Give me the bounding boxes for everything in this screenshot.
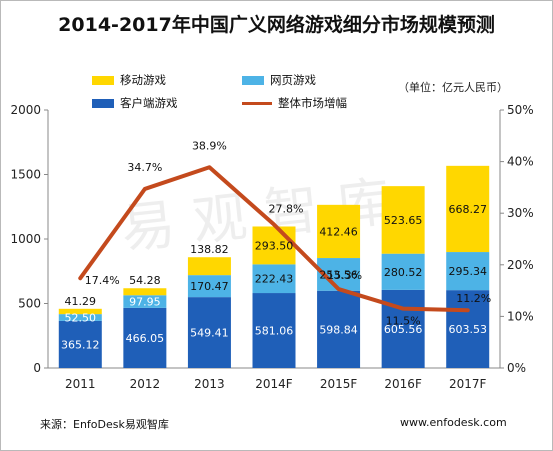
legend-swatch-mobile [92, 75, 114, 85]
website: www.enfodesk.com [400, 416, 507, 429]
bar-label-client: 598.84 [319, 323, 358, 336]
legend-label-web: 网页游戏 [270, 73, 316, 87]
bar-label-web: 295.34 [448, 265, 487, 278]
bar-client [446, 290, 490, 368]
bar-client [123, 307, 167, 368]
bar-web [187, 275, 231, 298]
growth-label: 27.8% [269, 203, 304, 216]
bar-mobile [446, 165, 490, 253]
bar-label-mobile: 523.65 [384, 214, 423, 227]
bar-client [252, 293, 296, 368]
bar-label-client: 549.41 [190, 327, 229, 340]
y-tick-label-left: 1500 [10, 168, 41, 182]
growth-label: 11.5% [386, 315, 421, 328]
y-tick-label-left: 2000 [10, 103, 41, 117]
growth-label: 11.2% [456, 292, 491, 305]
x-tick-label: 2011 [65, 377, 96, 391]
growth-point [143, 187, 147, 191]
x-tick-label: 2012 [130, 377, 161, 391]
bar-label-web: 52.50 [65, 312, 97, 325]
bar-label-mobile: 54.28 [129, 274, 161, 287]
bar-web [446, 252, 490, 291]
bar-web [252, 264, 296, 294]
growth-label: 15.3% [327, 269, 362, 282]
source-note: 来源：EnfoDesk易观智库 [40, 418, 169, 431]
legend-item-mobile: 移动游戏 [92, 72, 166, 88]
y-tick-label-right: 20% [507, 258, 534, 272]
bar-label-client: 365.12 [61, 338, 100, 351]
growth-point [207, 165, 211, 169]
bar-label-web: 97.95 [129, 296, 161, 309]
bar-client [58, 320, 102, 368]
y-tick-label-left: 0 [33, 361, 41, 375]
legend-label-growth: 整体市场增幅 [278, 96, 347, 110]
unit-note: （单位：亿元人民币） [398, 81, 508, 94]
x-tick-label: 2015F [320, 377, 358, 391]
x-tick-label: 2016F [384, 377, 422, 391]
y-tick-label-right: 50% [507, 103, 534, 117]
legend-item-web: 网页游戏 [242, 72, 316, 88]
y-tick-label-right: 0% [507, 361, 526, 375]
bar-label-web: 170.47 [190, 280, 229, 293]
bar-label-web: 253.56 [319, 268, 358, 281]
bar-label-mobile: 293.50 [255, 239, 294, 252]
growth-point [272, 223, 276, 227]
bar-mobile [317, 204, 361, 259]
y-tick-label-left: 1000 [10, 232, 41, 246]
y-tick-label-left: 500 [18, 297, 41, 311]
bar-client [187, 297, 231, 368]
growth-point [401, 307, 405, 311]
bar-label-mobile: 138.82 [190, 243, 229, 256]
bar-mobile [187, 257, 231, 276]
bar-label-client: 605.56 [384, 323, 423, 336]
bar-client [317, 290, 361, 368]
bar-label-mobile: 668.27 [448, 203, 487, 216]
y-tick-label-right: 40% [507, 155, 534, 169]
bar-web [58, 314, 102, 321]
bar-web [381, 253, 425, 290]
bar-label-client: 581.06 [255, 325, 294, 338]
legend-item-growth: 整体市场增幅 [242, 95, 347, 111]
bar-label-web: 280.52 [384, 266, 423, 279]
bar-label-mobile: 41.29 [65, 295, 97, 308]
growth-point [78, 276, 82, 280]
y-tick-label-right: 30% [507, 206, 534, 220]
bar-web [123, 295, 167, 308]
bar-mobile [381, 186, 425, 254]
legend-label-client: 客户端游戏 [120, 96, 178, 110]
growth-label: 38.9% [192, 139, 227, 152]
growth-label: 34.7% [127, 161, 162, 174]
growth-point [337, 287, 341, 291]
y-tick-label-right: 10% [507, 309, 534, 323]
growth-label: 17.4% [85, 274, 120, 287]
bar-label-web: 222.43 [255, 273, 294, 286]
bar-mobile [58, 308, 102, 315]
growth-point [466, 308, 470, 312]
bar-label-mobile: 412.46 [319, 225, 358, 238]
legend-swatch-growth [242, 101, 272, 105]
bar-label-client: 466.05 [126, 332, 165, 345]
legend-swatch-web [242, 75, 264, 85]
bar-label-client: 603.53 [448, 323, 487, 336]
x-tick-label: 2017F [449, 377, 487, 391]
bar-mobile [252, 226, 296, 265]
chart-title: 2014-2017年中国广义网络游戏细分市场规模预测 [58, 14, 495, 36]
legend-swatch-client [92, 98, 114, 108]
legend-item-client: 客户端游戏 [92, 95, 178, 111]
x-tick-label: 2013 [194, 377, 225, 391]
legend-label-mobile: 移动游戏 [120, 73, 166, 87]
bar-mobile [123, 288, 167, 296]
x-tick-label: 2014F [255, 377, 293, 391]
